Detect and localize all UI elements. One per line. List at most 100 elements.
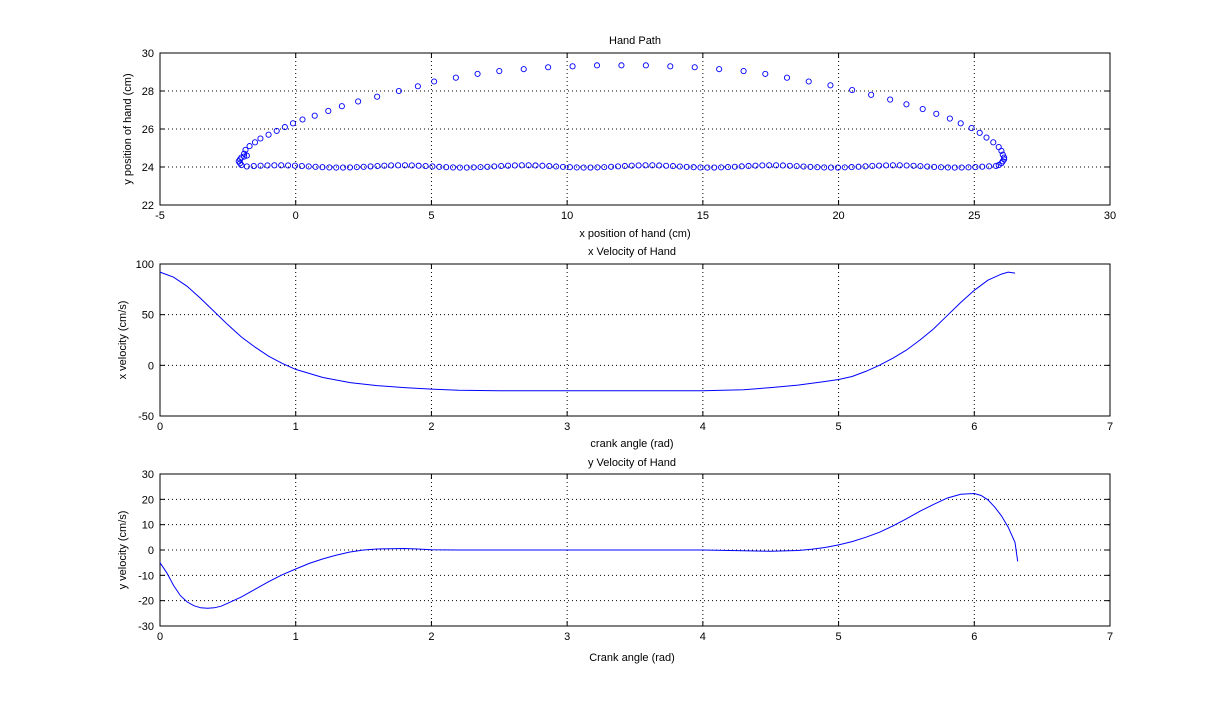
data-point [422,163,429,170]
data-point [415,162,422,169]
data-point [762,70,769,77]
data-point [431,78,438,85]
data-point [546,163,553,170]
x-tick-label: 10 [561,210,573,222]
x-axis-label: crank angle (rad) [590,438,673,450]
data-point [281,124,288,131]
data-point [367,163,374,170]
data-point [353,164,360,171]
data-point [573,164,580,171]
data-point [545,64,552,71]
subplot-hand-path: -5 0 5 10 15 20 25 30 22 24 26 28 30 Hand Path x pos… [122,35,1116,240]
data-point [968,125,975,132]
x-tick-label: 2 [428,631,434,643]
subplot-y-velocity: 0 1 2 3 4 5 6 7 -30 -20 -10 0 10 20 30 y Velocity of H… [117,457,1113,664]
data-point [957,120,964,127]
x-tick-label: 6 [971,631,977,643]
data-point [374,93,381,100]
data-point [910,162,917,169]
data-point [919,106,926,113]
data-point [917,163,924,170]
data-point [628,162,635,169]
data-point [456,164,463,171]
y-tick-label: 100 [136,259,154,271]
data-point [436,163,443,170]
data-point [251,139,259,146]
x-tick-label: 30 [1104,210,1116,222]
data-point [299,116,306,123]
data-point [360,163,367,170]
data-point [271,162,278,169]
data-point [903,101,910,108]
data-point [532,162,539,169]
y-tick-label: 0 [148,545,154,557]
x-tick-label: 0 [157,631,163,643]
data-point [340,164,347,171]
data-point [783,74,791,81]
data-point [243,163,250,170]
data-point [618,62,625,69]
data-point [718,164,725,171]
data-point [731,163,738,170]
data-point [931,163,938,170]
data-point [496,68,503,75]
data-point [246,143,253,150]
data-point [642,162,649,169]
data-point [827,82,834,89]
data-point [868,91,875,98]
x-tick-label: 5 [836,421,842,433]
data-point [614,163,622,170]
series-line [159,492,1019,609]
data-point [924,163,931,170]
data-point [828,164,835,171]
x-tick-label: 25 [968,210,980,222]
data-point [704,164,711,171]
plot-area [159,263,1111,417]
x-tick-label: 2 [428,421,434,433]
data-point [766,162,773,169]
data-point [265,131,272,138]
data-point [697,164,704,171]
data-point [319,164,326,171]
y-tick-label: 28 [142,86,154,98]
data-point [463,164,470,171]
x-tick-label: 5 [836,631,842,643]
y-tick-label: 0 [148,360,154,372]
data-point [807,163,814,170]
data-point [848,164,855,171]
data-point [676,163,683,170]
data-point [518,162,525,169]
data-point [951,164,958,171]
data-point [998,147,1005,154]
data-point [759,162,766,169]
data-point [325,107,332,114]
data-point [944,164,951,171]
data-point [869,162,876,170]
data-point [539,162,546,169]
x-tick-label: 6 [971,421,977,433]
data-point [946,115,953,122]
data-point [346,164,354,171]
y-tick-label: 10 [142,520,154,532]
data-point [333,164,340,171]
data-point [976,129,983,136]
data-point [745,162,752,170]
data-point [241,153,248,160]
data-point [470,164,477,171]
x-tick-label: 0 [157,421,163,433]
data-point [580,164,587,171]
data-point [800,163,807,170]
data-point [408,162,415,169]
data-point [429,163,436,170]
data-point [738,163,745,170]
data-point [683,163,690,170]
data-point [958,164,965,171]
data-point [511,162,518,169]
x-axis-label: x position of hand (cm) [579,228,690,240]
y-tick-label: -50 [138,411,154,423]
data-point [724,164,732,171]
data-point [711,164,718,171]
y-tick-label: -30 [138,621,154,633]
data-point [805,78,812,85]
data-point [1001,154,1008,161]
